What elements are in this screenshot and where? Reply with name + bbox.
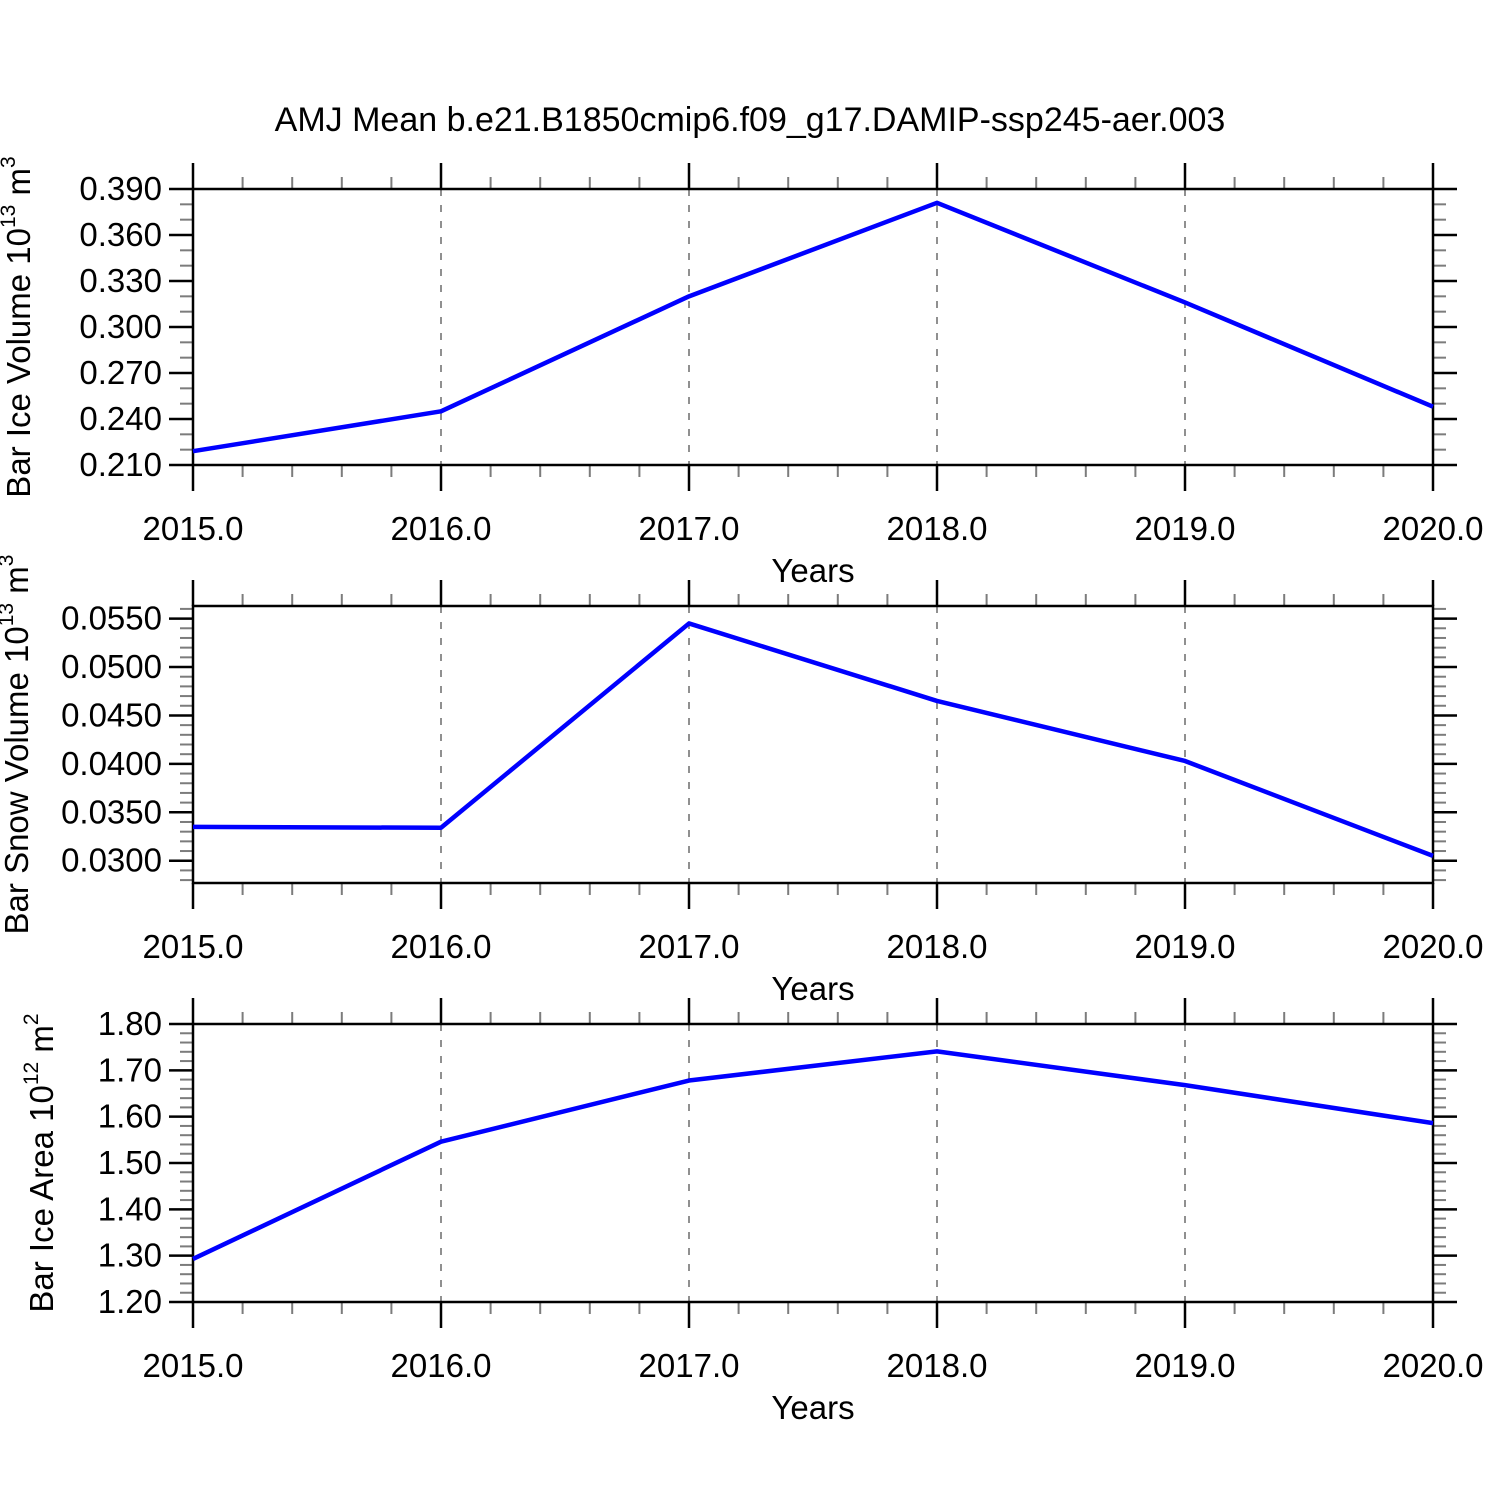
- x-tick-label: 2018.0: [887, 1347, 988, 1384]
- x-tick-label: 2015.0: [143, 928, 244, 965]
- x-tick-label: 2019.0: [1135, 928, 1236, 965]
- x-tick-label: 2016.0: [391, 510, 492, 547]
- y-tick-label: 0.360: [79, 216, 162, 253]
- y-tick-label: 0.0500: [61, 648, 162, 685]
- y-tick-label: 1.50: [98, 1144, 162, 1181]
- y-tick-label: 1.20: [98, 1283, 162, 1320]
- y-tick-label: 1.80: [98, 1005, 162, 1042]
- y-axis-label: Bar Ice Volume 1013 m3: [0, 156, 37, 497]
- x-tick-label: 2017.0: [639, 510, 740, 547]
- x-tick-label: 2016.0: [391, 928, 492, 965]
- y-tick-label: 0.300: [79, 308, 162, 345]
- x-tick-label: 2016.0: [391, 1347, 492, 1384]
- data-line-ice-area: [192, 1049, 1434, 1261]
- y-tick-label: 1.60: [98, 1098, 162, 1135]
- x-tick-label: 2019.0: [1135, 1347, 1236, 1384]
- x-tick-label: 2018.0: [887, 510, 988, 547]
- y-tick-label: 1.70: [98, 1051, 162, 1088]
- y-tick-label: 0.0300: [61, 842, 162, 879]
- plot-frame: [191, 604, 1435, 885]
- data-line-ice-volume: [192, 200, 1434, 454]
- y-axis-label: Bar Ice Area 1012 m2: [20, 1013, 60, 1312]
- x-tick-label: 2020.0: [1383, 1347, 1484, 1384]
- y-tick-label: 0.240: [79, 400, 162, 437]
- x-tick-label: 2017.0: [639, 1347, 740, 1384]
- x-axis-label: Years: [771, 552, 854, 589]
- y-tick-label: 0.210: [79, 446, 162, 483]
- y-tick-label: 0.0400: [61, 745, 162, 782]
- x-axis-label: Years: [771, 1389, 854, 1426]
- y-tick-label: 1.40: [98, 1190, 162, 1227]
- plot-title: AMJ Mean b.e21.B1850cmip6.f09_g17.DAMIP-…: [274, 101, 1226, 139]
- plot-frame: [191, 187, 1435, 467]
- y-tick-label: 0.0450: [61, 696, 162, 733]
- y-tick-label: 0.0350: [61, 793, 162, 830]
- x-tick-label: 2015.0: [143, 510, 244, 547]
- x-tick-label: 2018.0: [887, 928, 988, 965]
- y-tick-label: 0.0550: [61, 600, 162, 637]
- x-tick-label: 2015.0: [143, 1347, 244, 1384]
- y-tick-label: 1.30: [98, 1237, 162, 1274]
- x-tick-label: 2017.0: [639, 928, 740, 965]
- y-tick-label: 0.330: [79, 262, 162, 299]
- data-line-snow-volume: [192, 621, 1434, 858]
- plot-frame: [191, 1022, 1435, 1304]
- x-tick-label: 2020.0: [1383, 510, 1484, 547]
- x-axis-label: Years: [771, 970, 854, 1007]
- y-axis-label: Bar Snow Volume 1013 m3: [0, 555, 35, 935]
- y-tick-label: 0.270: [79, 354, 162, 391]
- x-tick-label: 2019.0: [1135, 510, 1236, 547]
- y-tick-label: 0.390: [79, 170, 162, 207]
- x-tick-label: 2020.0: [1383, 928, 1484, 965]
